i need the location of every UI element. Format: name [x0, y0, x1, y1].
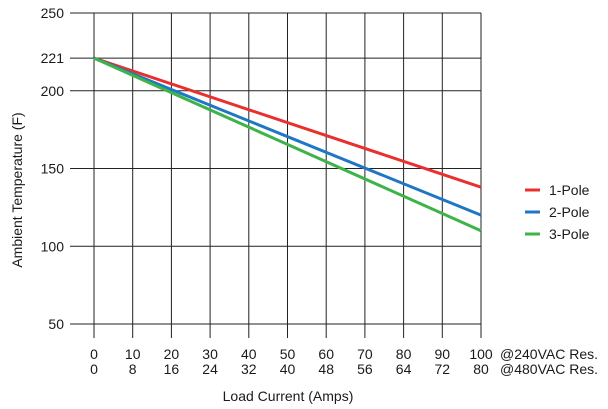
legend-label-1-pole: 1-Pole [549, 182, 590, 198]
x-tick-label-240vac: 100 [469, 346, 493, 362]
legend-label-3-pole: 3-Pole [549, 226, 590, 242]
y-axis-label: Ambient Temperature (F) [9, 112, 25, 267]
x-axis-suffix-480vac: @480VAC Res. [500, 361, 598, 377]
legend: 1-Pole 2-Pole 3-Pole [525, 182, 590, 242]
x-tick-label-240vac: 10 [125, 346, 141, 362]
x-tick-label-240vac: 80 [396, 346, 412, 362]
grid [70, 12, 482, 338]
series-line-1-pole [93, 56, 482, 189]
series-line-3-pole [93, 56, 482, 233]
x-tick-label-480vac: 72 [435, 361, 451, 377]
x-tick-label-240vac: 90 [435, 346, 451, 362]
y-tick-label: 221 [41, 50, 65, 66]
series-line-2-pole [93, 56, 482, 217]
legend-label-2-pole: 2-Pole [549, 204, 590, 220]
x-tick-label-240vac: 0 [90, 346, 98, 362]
x-tick-label-240vac: 40 [241, 346, 257, 362]
x-tick-label-240vac: 60 [318, 346, 334, 362]
y-axis-ticks: 50 100 150 200 221 250 [41, 5, 65, 332]
x-axis-label: Load Current (Amps) [223, 388, 354, 404]
x-tick-label-480vac: 40 [280, 361, 296, 377]
x-tick-label-240vac: 20 [164, 346, 180, 362]
y-tick-label: 150 [41, 161, 65, 177]
y-tick-label: 250 [41, 5, 65, 21]
x-tick-label-480vac: 8 [129, 361, 137, 377]
x-tick-label-240vac: 50 [280, 346, 296, 362]
x-tick-label-480vac: 56 [357, 361, 373, 377]
x-tick-label-480vac: 48 [318, 361, 334, 377]
x-tick-label-480vac: 24 [202, 361, 218, 377]
y-tick-label: 50 [48, 316, 64, 332]
x-tick-label-480vac: 16 [164, 361, 180, 377]
x-tick-label-480vac: 32 [241, 361, 257, 377]
x-tick-label-480vac: 80 [473, 361, 489, 377]
series-lines [93, 56, 482, 233]
x-axis-suffix-240vac: @240VAC Res. [500, 346, 598, 362]
x-tick-label-240vac: 30 [202, 346, 218, 362]
x-tick-label-240vac: 70 [357, 346, 373, 362]
x-tick-label-480vac: 0 [90, 361, 98, 377]
x-tick-label-480vac: 64 [396, 361, 412, 377]
y-tick-label: 200 [41, 83, 65, 99]
y-tick-label: 100 [41, 238, 65, 254]
